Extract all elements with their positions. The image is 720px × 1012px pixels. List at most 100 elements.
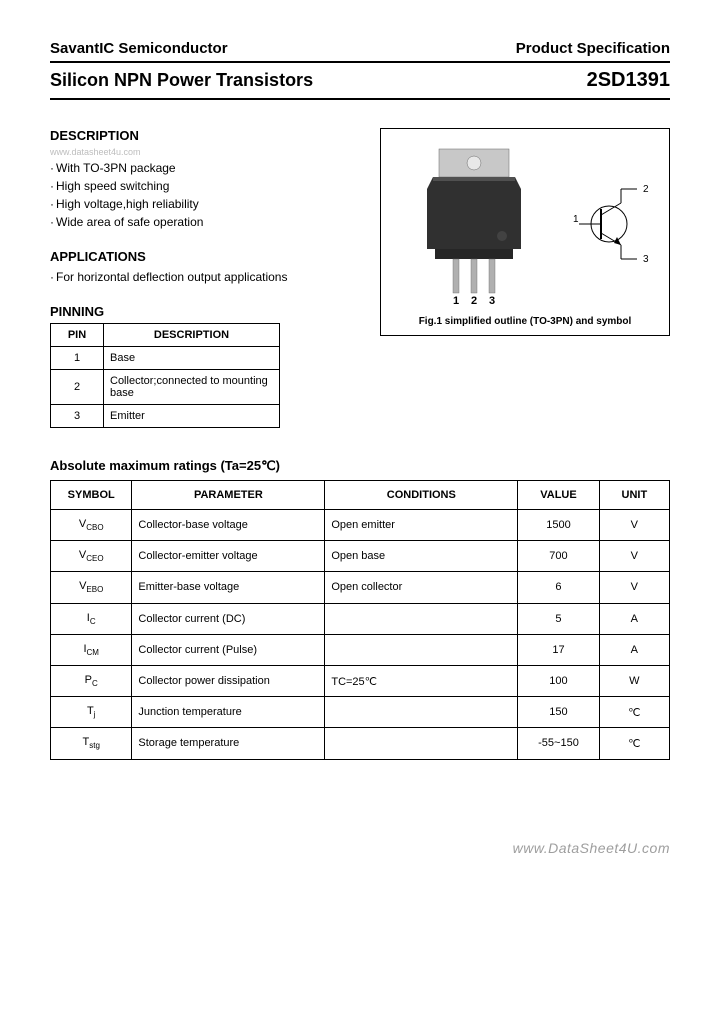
applications-item: For horizontal deflection output applica… bbox=[50, 268, 360, 286]
watermark-top: www.datasheet4u.com bbox=[50, 147, 360, 157]
pinning-heading: PINNING bbox=[50, 304, 360, 319]
ratings-conditions: Open emitter bbox=[325, 510, 518, 541]
ratings-conditions bbox=[325, 697, 518, 728]
description-item: High speed switching bbox=[50, 177, 360, 195]
ratings-symbol: VCBO bbox=[51, 510, 132, 541]
pin-number: 2 bbox=[51, 370, 104, 405]
ratings-parameter: Storage temperature bbox=[132, 728, 325, 759]
applications-list: For horizontal deflection output applica… bbox=[50, 268, 360, 286]
pin-number: 1 bbox=[51, 347, 104, 370]
ratings-heading: Absolute maximum ratings (Ta=25℃) bbox=[50, 458, 670, 474]
svg-text:2: 2 bbox=[471, 295, 477, 306]
pinning-table: PIN DESCRIPTION 1 Base 2 Collector;conne… bbox=[50, 323, 280, 428]
part-number: 2SD1391 bbox=[587, 69, 670, 92]
right-column: 1 2 3 bbox=[380, 128, 670, 336]
ratings-unit: W bbox=[599, 665, 669, 696]
ratings-parameter: Junction temperature bbox=[132, 697, 325, 728]
pinning-col-desc: DESCRIPTION bbox=[104, 324, 280, 347]
figure-box: 1 2 3 bbox=[380, 128, 670, 336]
ratings-value: -55~150 bbox=[518, 728, 599, 759]
ratings-row: ICCollector current (DC) 5A bbox=[51, 603, 670, 634]
footer-watermark: www.DataSheet4U.com bbox=[50, 840, 670, 856]
pin-desc: Emitter bbox=[104, 405, 280, 428]
left-column: DESCRIPTION www.datasheet4u.com With TO-… bbox=[50, 128, 360, 428]
ratings-table: SYMBOL PARAMETER CONDITIONS VALUE UNIT V… bbox=[50, 480, 670, 760]
transistor-symbol-icon: 2 1 3 bbox=[571, 179, 651, 269]
ratings-header-row: SYMBOL PARAMETER CONDITIONS VALUE UNIT bbox=[51, 481, 670, 510]
pinning-row: 3 Emitter bbox=[51, 405, 280, 428]
ratings-unit: ℃ bbox=[599, 697, 669, 728]
ratings-col-unit: UNIT bbox=[599, 481, 669, 510]
ratings-symbol: PC bbox=[51, 665, 132, 696]
ratings-symbol: Tj bbox=[51, 697, 132, 728]
svg-text:2: 2 bbox=[643, 184, 649, 195]
ratings-col-conditions: CONDITIONS bbox=[325, 481, 518, 510]
svg-text:3: 3 bbox=[489, 295, 495, 306]
description-item: High voltage,high reliability bbox=[50, 195, 360, 213]
ratings-col-symbol: SYMBOL bbox=[51, 481, 132, 510]
ratings-row: VEBOEmitter-base voltageOpen collector6V bbox=[51, 572, 670, 603]
ratings-row: VCEOCollector-emitter voltageOpen base70… bbox=[51, 541, 670, 572]
ratings-conditions bbox=[325, 634, 518, 665]
ratings-row: VCBOCollector-base voltageOpen emitter15… bbox=[51, 510, 670, 541]
ratings-parameter: Emitter-base voltage bbox=[132, 572, 325, 603]
ratings-unit: ℃ bbox=[599, 728, 669, 759]
ratings-unit: V bbox=[599, 541, 669, 572]
ratings-unit: A bbox=[599, 603, 669, 634]
datasheet-page: SavantIC Semiconductor Product Specifica… bbox=[0, 0, 720, 886]
description-list: With TO-3PN package High speed switching… bbox=[50, 159, 360, 231]
ratings-row: ICMCollector current (Pulse) 17A bbox=[51, 634, 670, 665]
title-row: Silicon NPN Power Transistors 2SD1391 bbox=[50, 61, 670, 100]
description-item: With TO-3PN package bbox=[50, 159, 360, 177]
applications-heading: APPLICATIONS bbox=[50, 249, 360, 264]
ratings-parameter: Collector current (DC) bbox=[132, 603, 325, 634]
ratings-parameter: Collector current (Pulse) bbox=[132, 634, 325, 665]
ratings-value: 100 bbox=[518, 665, 599, 696]
ratings-parameter: Collector-base voltage bbox=[132, 510, 325, 541]
ratings-symbol: VCEO bbox=[51, 541, 132, 572]
ratings-conditions: TC=25℃ bbox=[325, 665, 518, 696]
pinning-col-pin: PIN bbox=[51, 324, 104, 347]
ratings-parameter: Collector power dissipation bbox=[132, 665, 325, 696]
svg-text:3: 3 bbox=[643, 254, 649, 265]
ratings-col-parameter: PARAMETER bbox=[132, 481, 325, 510]
ratings-conditions: Open base bbox=[325, 541, 518, 572]
upper-section: DESCRIPTION www.datasheet4u.com With TO-… bbox=[50, 128, 670, 428]
svg-text:1: 1 bbox=[453, 295, 459, 306]
package-outline-icon: 1 2 3 bbox=[399, 141, 549, 306]
ratings-unit: V bbox=[599, 510, 669, 541]
pin-number: 3 bbox=[51, 405, 104, 428]
doc-type: Product Specification bbox=[516, 40, 670, 57]
figure-caption: Fig.1 simplified outline (TO-3PN) and sy… bbox=[391, 316, 659, 327]
company-name: SavantIC Semiconductor bbox=[50, 40, 228, 57]
ratings-conditions: Open collector bbox=[325, 572, 518, 603]
ratings-value: 17 bbox=[518, 634, 599, 665]
pin-desc: Collector;connected to mounting base bbox=[104, 370, 280, 405]
ratings-conditions bbox=[325, 603, 518, 634]
ratings-value: 700 bbox=[518, 541, 599, 572]
ratings-row: TstgStorage temperature -55~150℃ bbox=[51, 728, 670, 759]
ratings-unit: V bbox=[599, 572, 669, 603]
svg-text:1: 1 bbox=[573, 214, 579, 225]
ratings-row: PCCollector power dissipationTC=25℃100W bbox=[51, 665, 670, 696]
pin-desc: Base bbox=[104, 347, 280, 370]
ratings-unit: A bbox=[599, 634, 669, 665]
ratings-value: 5 bbox=[518, 603, 599, 634]
ratings-conditions bbox=[325, 728, 518, 759]
ratings-symbol: Tstg bbox=[51, 728, 132, 759]
ratings-parameter: Collector-emitter voltage bbox=[132, 541, 325, 572]
description-item: Wide area of safe operation bbox=[50, 213, 360, 231]
ratings-row: TjJunction temperature 150℃ bbox=[51, 697, 670, 728]
product-family: Silicon NPN Power Transistors bbox=[50, 70, 313, 91]
pinning-header-row: PIN DESCRIPTION bbox=[51, 324, 280, 347]
ratings-symbol: ICM bbox=[51, 634, 132, 665]
pinning-row: 1 Base bbox=[51, 347, 280, 370]
header-row: SavantIC Semiconductor Product Specifica… bbox=[50, 40, 670, 57]
ratings-col-value: VALUE bbox=[518, 481, 599, 510]
ratings-value: 150 bbox=[518, 697, 599, 728]
ratings-symbol: VEBO bbox=[51, 572, 132, 603]
ratings-value: 1500 bbox=[518, 510, 599, 541]
description-heading: DESCRIPTION bbox=[50, 128, 360, 143]
ratings-symbol: IC bbox=[51, 603, 132, 634]
ratings-value: 6 bbox=[518, 572, 599, 603]
